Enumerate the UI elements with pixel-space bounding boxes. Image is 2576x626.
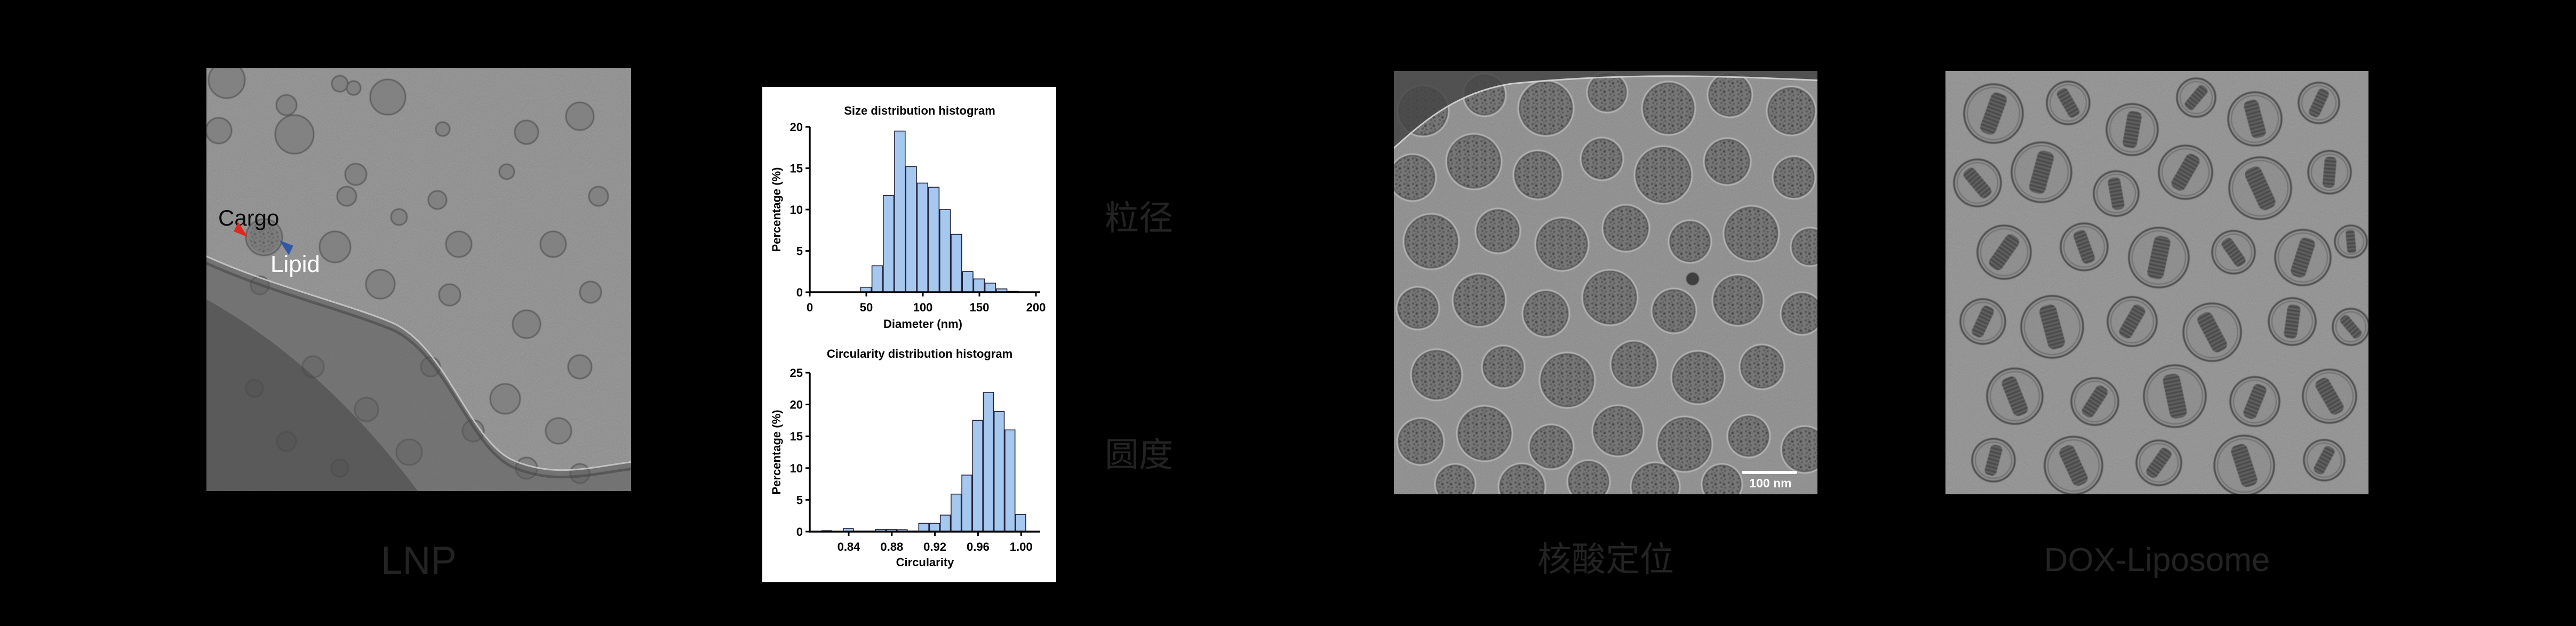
svg-text:150: 150 [970,301,990,314]
nucleic-micrograph-panel: 100 nm [1388,68,1830,512]
size-label: 粒径 [1105,199,1173,237]
svg-text:10: 10 [790,462,803,475]
svg-text:25: 25 [790,366,803,380]
scale-bar [1742,471,1797,474]
svg-text:Size distribution histogram: Size distribution histogram [844,104,995,117]
svg-text:Circularity: Circularity [896,556,955,569]
lipid-arrow-icon [279,240,293,255]
dox-caption: DOX-Liposome [2044,542,2270,579]
svg-text:10: 10 [790,203,803,216]
lnp-micrograph-image: Cargo Lipid [202,61,634,494]
dox-vesicles [1953,77,2370,496]
dox-background [1945,71,2368,494]
dox-micrograph-panel [1945,71,2370,496]
dox-micrograph-image [1945,71,2370,496]
svg-text:20: 20 [790,121,803,134]
svg-text:Percentage (%): Percentage (%) [770,410,783,495]
svg-text:Diameter (nm): Diameter (nm) [883,317,962,331]
svg-text:0: 0 [796,286,803,299]
svg-text:15: 15 [790,162,803,175]
svg-text:5: 5 [796,493,803,507]
svg-text:200: 200 [1026,301,1046,314]
cargo-arrow-icon [234,222,248,237]
svg-text:100: 100 [913,301,933,314]
svg-text:0.96: 0.96 [967,540,990,553]
lnp-caption: LNP [380,539,457,582]
svg-text:0: 0 [807,301,813,314]
circularity-distribution-histogram: 0 5 10 15 20 25 0.84 0.88 0.92 0.96 1.00 Circularit… [770,347,1040,569]
svg-text:15: 15 [790,430,803,443]
svg-text:0.84: 0.84 [838,540,861,553]
svg-text:Circularity distribution histo: Circularity distribution histogram [827,347,1012,360]
svg-text:50: 50 [860,301,873,314]
cargo-label: Cargo [218,205,279,230]
svg-text:0.88: 0.88 [880,540,903,553]
histograms-panel: 0 5 10 15 20 0 50 100 150 200 Size distribution hi… [762,87,1056,582]
scale-bar-label: 100 nm [1749,476,1791,490]
carbon-edge-band [202,254,634,494]
lipid-label: Lipid [270,251,320,277]
svg-text:Percentage (%): Percentage (%) [770,167,783,252]
lnp-micrograph-panel: Cargo Lipid [202,61,634,494]
svg-text:1.00: 1.00 [1010,540,1033,553]
svg-text:0.92: 0.92 [923,540,946,553]
nucleic-micrograph-image: 100 nm [1388,68,1830,512]
nucleic-caption: 核酸定位 [1537,540,1674,579]
carbon-film-corner [1390,68,1821,152]
svg-text:20: 20 [790,398,803,412]
circularity-label: 圆度 [1105,436,1173,474]
svg-text:5: 5 [796,245,803,258]
svg-text:0: 0 [796,525,803,539]
